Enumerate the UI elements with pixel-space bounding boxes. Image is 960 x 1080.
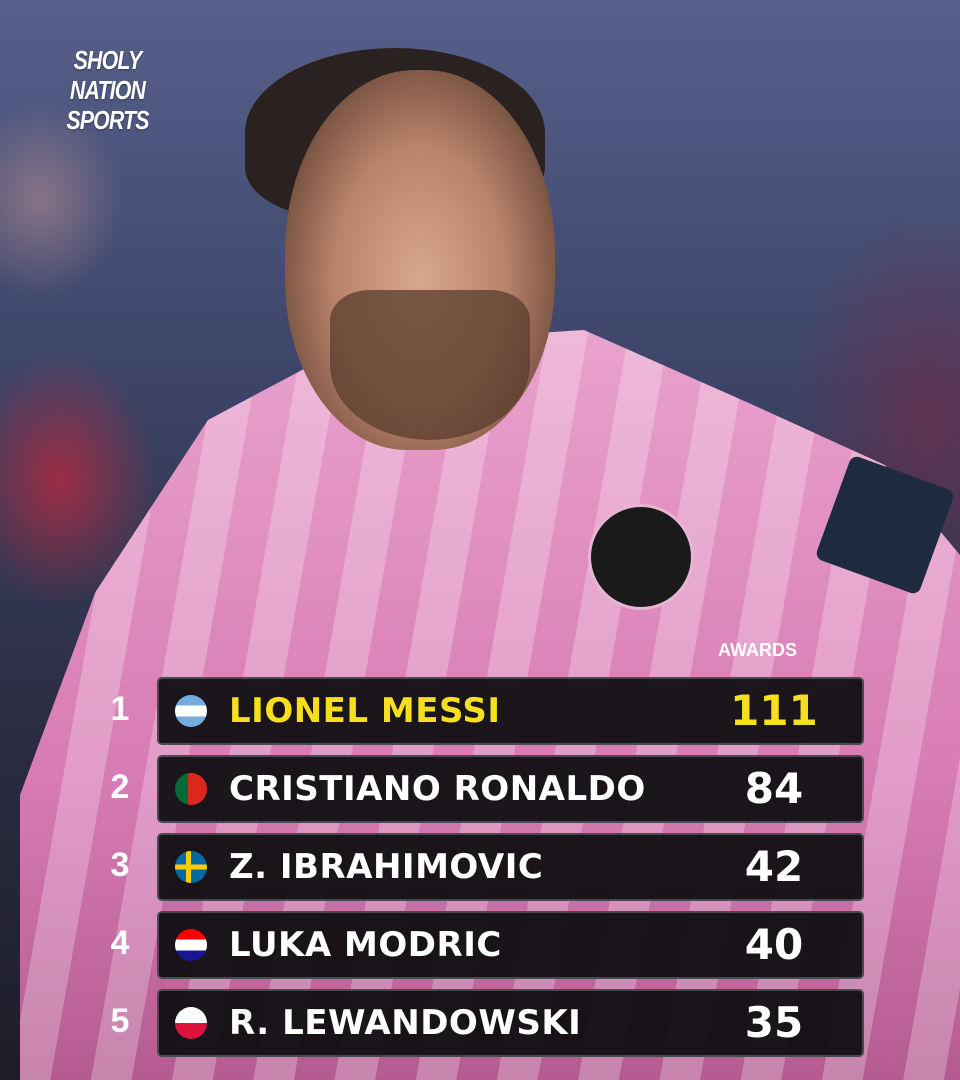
- argentina-flag-icon: [175, 695, 207, 727]
- brand-line1: SHOLY NATION: [69, 45, 146, 105]
- portugal-flag-icon: [175, 773, 207, 805]
- player-name: CRISTIANO RONALDO: [229, 769, 646, 809]
- award-count: 84: [744, 764, 804, 813]
- award-count: 42: [744, 842, 804, 891]
- rank-number: 5: [110, 1002, 130, 1040]
- player-beard: [330, 290, 530, 440]
- award-count: 111: [730, 686, 818, 735]
- club-crest: [588, 504, 694, 610]
- rank-number: 1: [110, 690, 130, 728]
- rank-number: 2: [110, 768, 130, 806]
- brand-logo: SHOLY NATION SPORTS: [46, 45, 169, 135]
- table-row: LIONEL MESSI 111: [157, 677, 864, 745]
- rank-number: 4: [110, 924, 130, 962]
- rank-number: 3: [110, 846, 130, 884]
- poland-flag-icon: [175, 1007, 207, 1039]
- table-row: Z. IBRAHIMOVIC 42: [157, 833, 864, 901]
- table-row: CRISTIANO RONALDO 84: [157, 755, 864, 823]
- sweden-flag-icon: [175, 851, 207, 883]
- player-name: Z. IBRAHIMOVIC: [229, 847, 544, 887]
- award-count: 40: [744, 920, 804, 969]
- player-name: LUKA MODRIC: [229, 925, 502, 965]
- player-name: R. LEWANDOWSKI: [229, 1003, 582, 1043]
- table-row: LUKA MODRIC 40: [157, 911, 864, 979]
- player-name: LIONEL MESSI: [229, 691, 501, 731]
- croatia-flag-icon: [175, 929, 207, 961]
- brand-line2: SPORTS: [66, 105, 149, 135]
- table-row: R. LEWANDOWSKI 35: [157, 989, 864, 1057]
- column-header-awards: AWARDS: [718, 640, 798, 660]
- award-count: 35: [744, 998, 804, 1047]
